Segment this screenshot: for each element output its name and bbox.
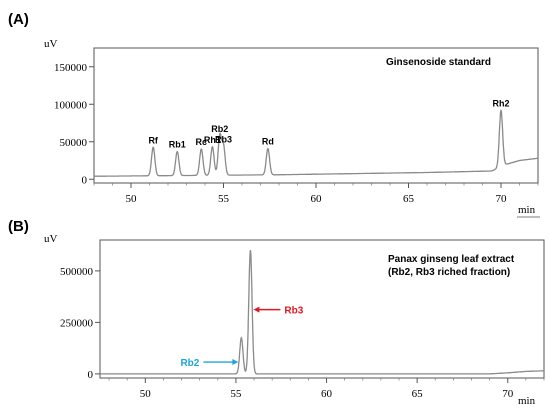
- panel-a-plot-frame: [93, 47, 539, 184]
- x-tick-label: 65: [403, 193, 415, 205]
- peak-label-rb1: Rb1: [169, 140, 186, 150]
- x-tick-label: 50: [140, 388, 152, 400]
- peak-label-rf: Rf: [148, 135, 158, 145]
- y-tick-label: 250000: [60, 317, 94, 329]
- peak-label-rh2: Rh2: [492, 99, 509, 109]
- panel-b-label: (B): [8, 218, 29, 235]
- peak-label-rd: Rd: [262, 137, 274, 147]
- panel-b-title: Panax ginseng leaf extract: [388, 254, 515, 265]
- peak-label-rc: Rc: [196, 137, 208, 147]
- y-tick-label: 0: [82, 174, 88, 186]
- peak-arrowhead-rb3: [253, 306, 260, 313]
- y-tick-label: 0: [88, 369, 94, 381]
- y-tick-label: 500000: [60, 266, 94, 278]
- y-tick-label: 100000: [54, 99, 88, 111]
- peak-arrowhead-rb2: [232, 359, 239, 366]
- panel-a-x-unit: min: [518, 204, 536, 216]
- chromatogram-trace: [100, 250, 544, 375]
- y-tick-label: 150000: [54, 62, 88, 74]
- panel-a-y-unit: uV: [44, 38, 58, 50]
- panel-a-label: (A): [8, 11, 29, 28]
- peak-label-rb3: Rb3: [215, 135, 232, 145]
- x-tick-label: 55: [230, 388, 242, 400]
- x-tick-label: 50: [126, 193, 138, 205]
- x-tick-label: 60: [311, 193, 323, 205]
- panel-a: (A) uV Ginsenoside standard min 0 50000 10…: [8, 11, 540, 218]
- peak-label-rh1: Rh1: [204, 135, 221, 145]
- peak-label-rb2: Rb2: [180, 358, 199, 369]
- y-tick-label: 50000: [60, 137, 88, 149]
- x-tick-label: 65: [412, 388, 424, 400]
- panel-b-plot-frame: [99, 239, 545, 379]
- panel-a-title: Ginsenoside standard: [386, 57, 491, 68]
- x-tick-label: 70: [502, 388, 514, 400]
- panel-b-y-unit: uV: [44, 233, 58, 245]
- chromatogram-trace: [93, 109, 538, 177]
- panel-b-x-unit: min: [518, 395, 536, 407]
- panel-b: (B) uV Panax ginseng leaf extract (Rb2, …: [8, 218, 545, 407]
- peak-label-rb3: Rb3: [284, 306, 303, 317]
- peak-label-rb2: Rb2: [211, 124, 228, 134]
- x-tick-label: 70: [496, 193, 508, 205]
- x-tick-label: 55: [218, 193, 230, 205]
- panel-b-subtitle: (Rb2, Rb3 riched fraction): [388, 267, 510, 278]
- x-tick-label: 60: [321, 388, 333, 400]
